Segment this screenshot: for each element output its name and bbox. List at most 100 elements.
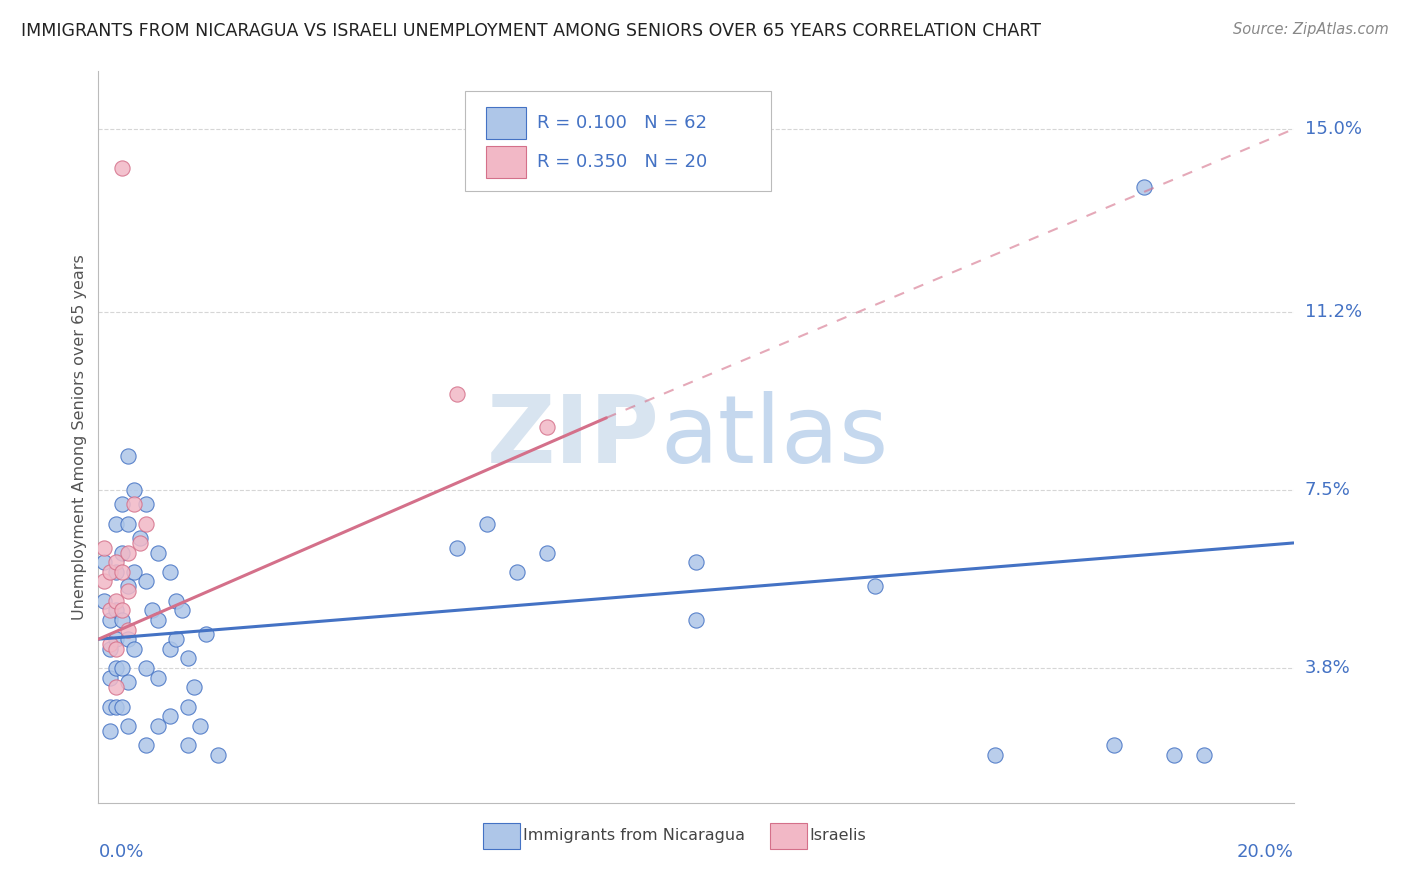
Point — [111, 498, 134, 512]
Point — [129, 531, 152, 545]
Text: 15.0%: 15.0% — [1305, 120, 1361, 138]
Text: Source: ZipAtlas.com: Source: ZipAtlas.com — [1233, 22, 1389, 37]
Point — [1192, 747, 1215, 762]
Point — [475, 516, 498, 531]
FancyBboxPatch shape — [484, 822, 520, 849]
Point — [1163, 747, 1185, 762]
Point — [117, 545, 139, 559]
Point — [93, 555, 115, 569]
Point — [98, 603, 122, 617]
FancyBboxPatch shape — [485, 107, 526, 139]
Point — [124, 641, 146, 656]
Text: 3.8%: 3.8% — [1305, 659, 1350, 677]
FancyBboxPatch shape — [770, 822, 807, 849]
FancyBboxPatch shape — [465, 91, 772, 191]
Point — [685, 613, 707, 627]
Text: 0.0%: 0.0% — [98, 843, 143, 861]
Point — [135, 516, 157, 531]
Point — [135, 574, 157, 589]
Point — [93, 574, 115, 589]
Point — [159, 565, 181, 579]
Point — [1104, 738, 1126, 752]
Point — [159, 641, 181, 656]
Text: R = 0.100   N = 62: R = 0.100 N = 62 — [537, 114, 707, 132]
Point — [135, 661, 157, 675]
Point — [98, 723, 122, 738]
Point — [117, 584, 139, 599]
Point — [111, 161, 134, 175]
Point — [117, 632, 139, 647]
Point — [117, 516, 139, 531]
Point — [98, 641, 122, 656]
Point — [446, 541, 468, 555]
Point — [135, 738, 157, 752]
Text: 11.2%: 11.2% — [1305, 303, 1362, 321]
Point — [93, 593, 115, 607]
Point — [865, 579, 887, 593]
Point — [536, 420, 558, 434]
Point — [105, 565, 128, 579]
Point — [111, 565, 134, 579]
Point — [148, 613, 170, 627]
Point — [446, 386, 468, 401]
Point — [188, 719, 211, 733]
Point — [111, 661, 134, 675]
Text: 7.5%: 7.5% — [1305, 481, 1351, 499]
Point — [105, 632, 128, 647]
Point — [195, 627, 218, 641]
Text: 20.0%: 20.0% — [1237, 843, 1294, 861]
Point — [117, 719, 139, 733]
Point — [148, 545, 170, 559]
Text: Israelis: Israelis — [810, 828, 866, 843]
Point — [117, 623, 139, 637]
Point — [105, 699, 128, 714]
Point — [1133, 179, 1156, 194]
Point — [984, 747, 1007, 762]
Point — [124, 483, 146, 497]
Point — [111, 699, 134, 714]
Point — [165, 632, 187, 647]
Point — [117, 675, 139, 690]
Point — [129, 536, 152, 550]
Text: Immigrants from Nicaragua: Immigrants from Nicaragua — [523, 828, 745, 843]
Point — [159, 709, 181, 723]
Point — [98, 565, 122, 579]
Point — [117, 450, 139, 464]
Point — [105, 593, 128, 607]
Point — [98, 699, 122, 714]
Text: IMMIGRANTS FROM NICARAGUA VS ISRAELI UNEMPLOYMENT AMONG SENIORS OVER 65 YEARS CO: IMMIGRANTS FROM NICARAGUA VS ISRAELI UNE… — [21, 22, 1040, 40]
Point — [148, 671, 170, 685]
Point — [105, 516, 128, 531]
Point — [124, 565, 146, 579]
Point — [207, 747, 229, 762]
Point — [105, 661, 128, 675]
Point — [165, 593, 187, 607]
Point — [105, 681, 128, 695]
Point — [98, 613, 122, 627]
Point — [111, 613, 134, 627]
Point — [111, 603, 134, 617]
Point — [117, 579, 139, 593]
Text: atlas: atlas — [661, 391, 889, 483]
Point — [177, 738, 200, 752]
Point — [105, 603, 128, 617]
Point — [141, 603, 163, 617]
Point — [105, 641, 128, 656]
Point — [135, 498, 157, 512]
Point — [98, 637, 122, 651]
Point — [506, 565, 529, 579]
Point — [105, 555, 128, 569]
Point — [93, 541, 115, 555]
Y-axis label: Unemployment Among Seniors over 65 years: Unemployment Among Seniors over 65 years — [72, 254, 87, 620]
Point — [177, 699, 200, 714]
Text: ZIP: ZIP — [488, 391, 661, 483]
Text: R = 0.350   N = 20: R = 0.350 N = 20 — [537, 153, 707, 171]
Point — [124, 498, 146, 512]
Point — [111, 545, 134, 559]
Point — [172, 603, 194, 617]
Point — [183, 681, 205, 695]
Point — [148, 719, 170, 733]
Point — [685, 555, 707, 569]
Point — [177, 651, 200, 665]
Point — [98, 671, 122, 685]
